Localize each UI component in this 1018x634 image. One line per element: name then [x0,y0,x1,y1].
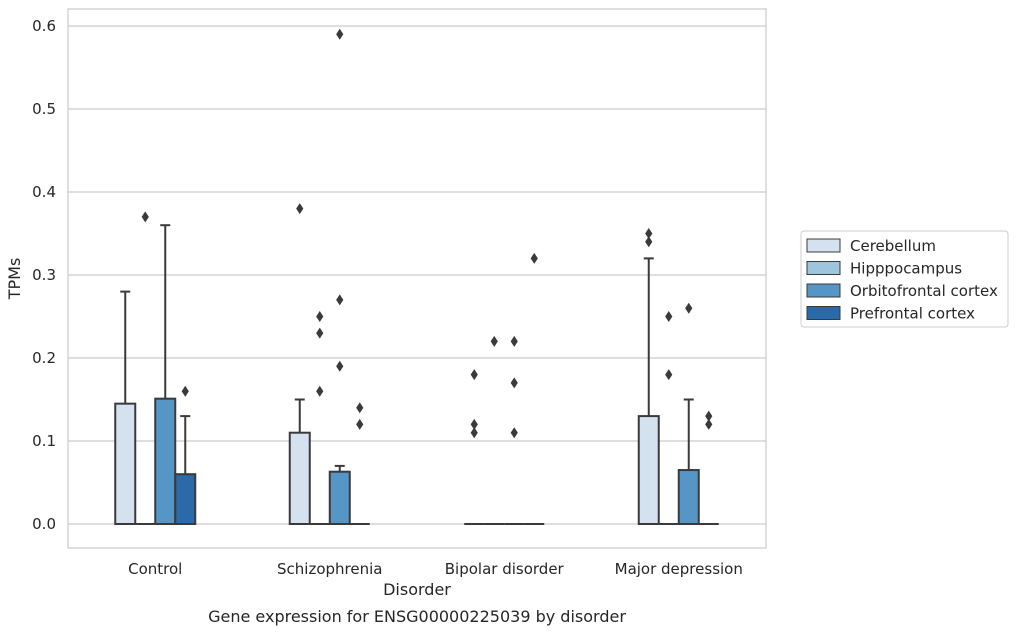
y-tick-label: 0.1 [32,432,56,450]
y-tick-label: 0.2 [32,349,56,367]
box [637,415,660,526]
box-group [698,410,719,525]
box [174,473,197,526]
legend-swatch [806,306,841,320]
outlier-point [645,228,653,239]
outlier-point [336,360,344,372]
box-group [464,369,485,525]
box-group [349,402,370,525]
box-group [677,302,700,525]
x-tick-label: Control [128,560,182,578]
x-tick-label: Schizophrenia [277,560,382,578]
outlier-point [316,311,324,322]
x-tick-label: Bipolar disorder [445,560,565,578]
box [288,431,311,526]
box [677,469,700,525]
x-tick-labels: Control Schizophrenia Bipolar disorder Majo… [128,560,743,578]
chart-caption: Gene expression for ENSG00000225039 by d… [208,607,626,626]
legend-swatch [806,283,841,298]
outlier-point [296,203,304,215]
outlier-point [336,28,344,40]
box-group [309,311,330,525]
outlier-point [470,369,478,381]
outlier-point [490,335,498,347]
box-group [658,311,679,525]
legend-swatch [806,238,841,253]
box-group [328,28,351,525]
box-group [174,385,197,526]
legend-label: Prefrontal cortex [850,305,975,323]
outlier-point [356,418,364,430]
outlier-point [665,369,673,381]
outlier-point [705,418,713,430]
y-tick-label: 0.6 [32,17,56,35]
outlier-point [470,427,478,439]
outlier-point [181,385,189,397]
legend: Cerebellum Hipppocampus Orbitofrontal cort… [800,230,1009,328]
outlier-point [510,377,518,389]
box-group [154,224,177,526]
y-tick-label: 0.5 [32,100,56,118]
legend-label: Orbitofrontal cortex [850,282,998,300]
x-axis-title: Disorder [383,580,451,599]
legend-swatch [806,261,841,275]
plot-area-frame [67,8,767,549]
outlier-point [530,252,538,264]
legend-label: Cerebellum [850,237,936,255]
outlier-point [141,211,149,223]
outlier-point [316,385,324,397]
y-tick-labels: 0.0 0.1 0.2 0.3 0.4 0.5 0.6 [32,17,56,533]
outlier-point [510,427,518,439]
box-group [288,203,311,526]
box-group [135,211,156,525]
box [154,397,177,526]
box-marks [114,28,719,526]
outlier-point [316,327,324,339]
y-tick-label: 0.3 [32,266,56,284]
box-group [504,335,525,525]
y-tick-label: 0.0 [32,515,56,533]
outlier-point [510,335,518,347]
outlier-point [470,418,478,430]
box-group [524,252,545,525]
x-tick-label: Major depression [615,560,743,578]
box-group [114,290,137,525]
outlier-point [685,302,693,314]
outlier-point [645,236,653,248]
legend-frame [800,230,1009,328]
legend-label: Hipppocampus [850,260,962,278]
y-tick-label: 0.4 [32,183,56,201]
box-group [484,335,505,525]
y-axis-title: TPMs [5,258,24,301]
outlier-point [665,311,673,322]
box [114,402,137,525]
outlier-point [356,402,364,414]
outlier-point [336,294,344,306]
box [328,470,351,525]
outlier-point [705,410,713,422]
box-group [637,228,660,526]
